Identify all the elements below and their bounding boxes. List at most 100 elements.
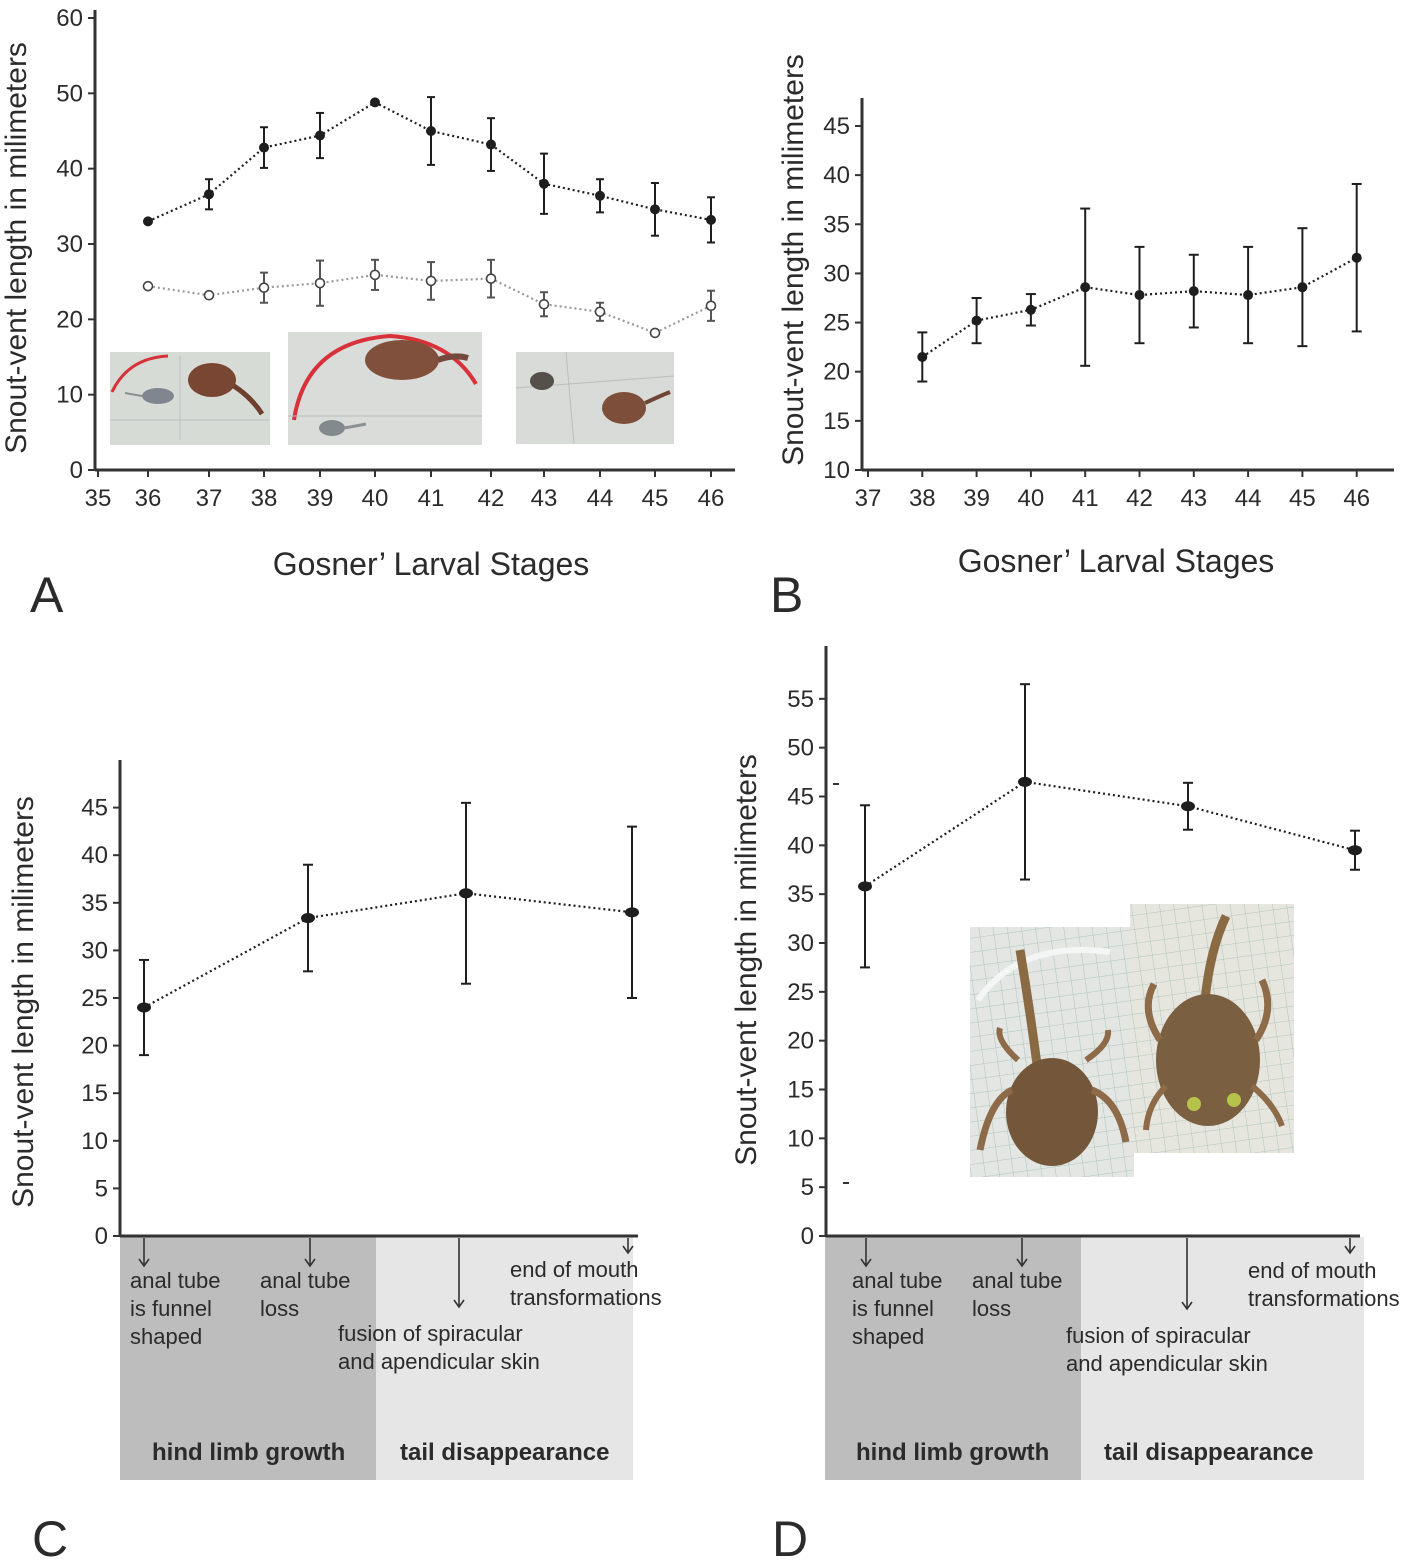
- data-point: [595, 190, 605, 201]
- series-line: [143, 892, 633, 1009]
- stage-arrow-head: [304, 1258, 316, 1268]
- panel-d-phase-bands: hind limb growth tail disappearance: [825, 1237, 1364, 1480]
- data-point: [1243, 290, 1254, 301]
- y-tick-label: 15: [823, 408, 850, 435]
- panel-c-phase-bands: hind limb growth tail disappearance: [120, 1237, 633, 1480]
- data-point: [370, 97, 380, 108]
- x-tick-label: 37: [855, 485, 882, 512]
- y-tick-label: 50: [56, 80, 83, 107]
- stage-arrow-head: [453, 1299, 465, 1309]
- x-tick-label: 35: [85, 485, 112, 512]
- phase-label-hind-limb: hind limb growth: [856, 1439, 1049, 1466]
- x-tick-label: 44: [1235, 485, 1262, 512]
- stage-label: transformations: [1248, 1286, 1400, 1311]
- data-point: [650, 204, 660, 215]
- phase-band-tail: [376, 1237, 633, 1480]
- x-axis-title-a: Gosner’ Larval Stages: [273, 546, 590, 582]
- data-point: [315, 130, 325, 141]
- y-axis-title-a: Snout-vent length in milimeters: [0, 42, 33, 454]
- x-tick-label: 36: [135, 485, 162, 512]
- x-tick-label: 39: [963, 485, 990, 512]
- photo-small-and-large-larva: [110, 352, 270, 445]
- y-tick-label: 25: [823, 310, 850, 337]
- panel-d-stage-annotations: anal tube is funnel shaped anal tube los…: [852, 1258, 1400, 1376]
- phase-label-tail: tail disappearance: [400, 1439, 609, 1466]
- x-tick-label: 37: [196, 485, 223, 512]
- y-tick-label: 40: [823, 162, 850, 189]
- stage-arrow-head: [1181, 1301, 1193, 1311]
- x-tick-label: 38: [909, 485, 936, 512]
- y-tick-label: 20: [81, 1033, 108, 1060]
- x-tick-label: 45: [1289, 485, 1316, 512]
- panel-label-b: B: [770, 567, 803, 623]
- data-point: [1025, 304, 1036, 315]
- photo-metamorph-dorsal-left: [970, 927, 1134, 1177]
- y-tick-label: 0: [70, 457, 83, 484]
- data-point-open: [705, 300, 717, 312]
- phase-band-hind-limb: [825, 1237, 1081, 1480]
- data-point: [204, 189, 214, 200]
- y-tick-label: 35: [823, 211, 850, 238]
- data-point-open: [258, 282, 270, 293]
- chart-panel-d: 0 5 10 15 20 25 30 35 40 45 50 55: [787, 646, 1362, 1311]
- y-tick-label: 50: [787, 735, 814, 762]
- x-axis-title-b: Gosner’ Larval Stages: [958, 543, 1275, 579]
- panel-label-c: C: [32, 1511, 68, 1559]
- phase-band-tail: [1081, 1237, 1364, 1480]
- x-tick-label: 44: [587, 485, 614, 512]
- y-tick-label: 5: [801, 1174, 814, 1201]
- data-point-open: [594, 306, 606, 318]
- stage-label: and apendicular skin: [338, 1349, 540, 1374]
- data-point-open: [142, 280, 154, 292]
- stage-arrow-head: [622, 1245, 634, 1255]
- x-tick-label: 45: [642, 485, 669, 512]
- y-tick-label: 35: [81, 890, 108, 917]
- stage-arrow-head: [138, 1258, 150, 1268]
- y-tick-label: 30: [787, 930, 814, 957]
- y-tick-label: 45: [787, 784, 814, 811]
- data-point-open: [314, 277, 326, 289]
- chart-panel-b: 10 15 20 25 30 35 40 45 37 38 39 40 41 42 43 44 45 46: [823, 98, 1394, 512]
- x-tick-label: 43: [1180, 485, 1207, 512]
- data-point: [259, 142, 269, 153]
- y-tick-label: 30: [56, 231, 83, 258]
- y-tick-label: 5: [95, 1175, 108, 1202]
- y-tick-label: 20: [823, 359, 850, 386]
- x-tick-label: 42: [478, 485, 505, 512]
- stage-label: shaped: [130, 1324, 202, 1349]
- y-tick-label: 10: [787, 1125, 814, 1152]
- phase-label-hind-limb: hind limb growth: [152, 1439, 345, 1466]
- y-tick-label: 40: [56, 156, 83, 183]
- data-point: [1134, 290, 1145, 301]
- panel-c-stage-annotations: anal tube is funnel shaped anal tube los…: [130, 1257, 662, 1374]
- x-tick-label: 42: [1126, 485, 1153, 512]
- stage-label: end of mouth: [510, 1257, 638, 1282]
- x-tick-label: 46: [698, 485, 725, 512]
- x-tick-label: 40: [1018, 485, 1045, 512]
- y-axis-title-b: Snout-vent length in milimeters: [777, 54, 810, 466]
- y-tick-label: 40: [787, 832, 814, 859]
- data-point: [301, 913, 315, 924]
- data-point: [137, 1002, 151, 1013]
- y-tick-label: 20: [787, 1028, 814, 1055]
- data-point: [539, 178, 549, 189]
- x-tick-label: 41: [1072, 485, 1099, 512]
- data-point: [1188, 286, 1199, 297]
- y-tick-label: 30: [81, 937, 108, 964]
- data-point-open: [538, 298, 550, 310]
- y-tick-label: 25: [787, 979, 814, 1006]
- x-tick-label: 39: [307, 485, 334, 512]
- y-axis-title-c: Snout-vent length in milimeters: [7, 796, 40, 1208]
- stage-arrow-head: [1016, 1258, 1028, 1268]
- stage-arrow-head: [1344, 1245, 1356, 1255]
- photo-froglet-and-metamorph: [515, 351, 675, 445]
- panel-d-photos: [970, 904, 1294, 1177]
- series-line: [864, 780, 1356, 888]
- stage-label: anal tube: [260, 1268, 351, 1293]
- y-tick-label: 45: [823, 113, 850, 140]
- data-point: [1297, 282, 1308, 293]
- series-line: [147, 101, 712, 223]
- stage-label: anal tube: [972, 1268, 1063, 1293]
- y-tick-label: 60: [56, 5, 83, 32]
- data-point-open: [649, 327, 661, 339]
